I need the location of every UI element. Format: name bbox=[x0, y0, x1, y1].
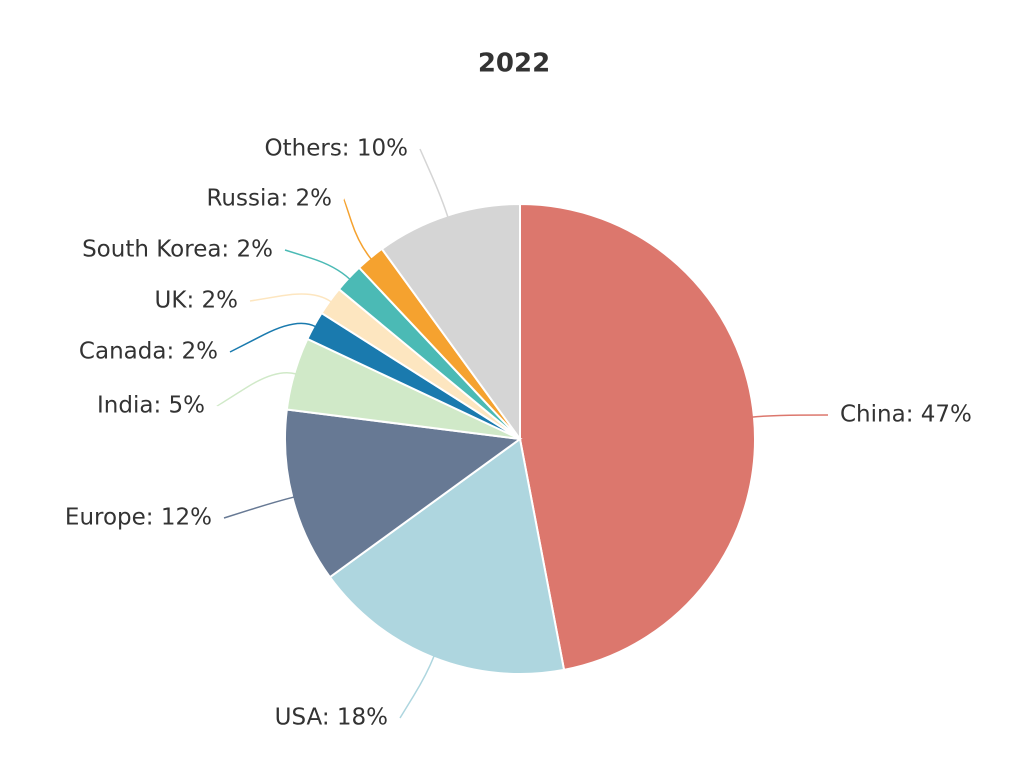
slice-label: USA: 18% bbox=[275, 705, 388, 731]
slice-label: China: 47% bbox=[840, 402, 972, 428]
slice-label: Others: 10% bbox=[265, 136, 408, 162]
slice-label: Canada: 2% bbox=[79, 339, 218, 365]
leader-line bbox=[419, 148, 449, 218]
pie-slice: China bbox=[519, 202, 756, 672]
leader-line bbox=[284, 249, 351, 281]
slice-label: India: 5% bbox=[97, 393, 205, 419]
chart-title: 2022 bbox=[478, 49, 550, 79]
leader-line bbox=[229, 322, 317, 353]
slice-label: Russia: 2% bbox=[206, 186, 332, 212]
leader-line bbox=[343, 198, 373, 260]
leader-line bbox=[216, 371, 297, 407]
leader-line bbox=[399, 655, 435, 719]
leader-line bbox=[223, 496, 295, 519]
slice-label: Europe: 12% bbox=[65, 505, 212, 531]
leader-line bbox=[751, 414, 829, 418]
slice-label: South Korea: 2% bbox=[82, 237, 273, 263]
slice-label: UK: 2% bbox=[155, 288, 238, 314]
leader-line bbox=[249, 293, 332, 303]
